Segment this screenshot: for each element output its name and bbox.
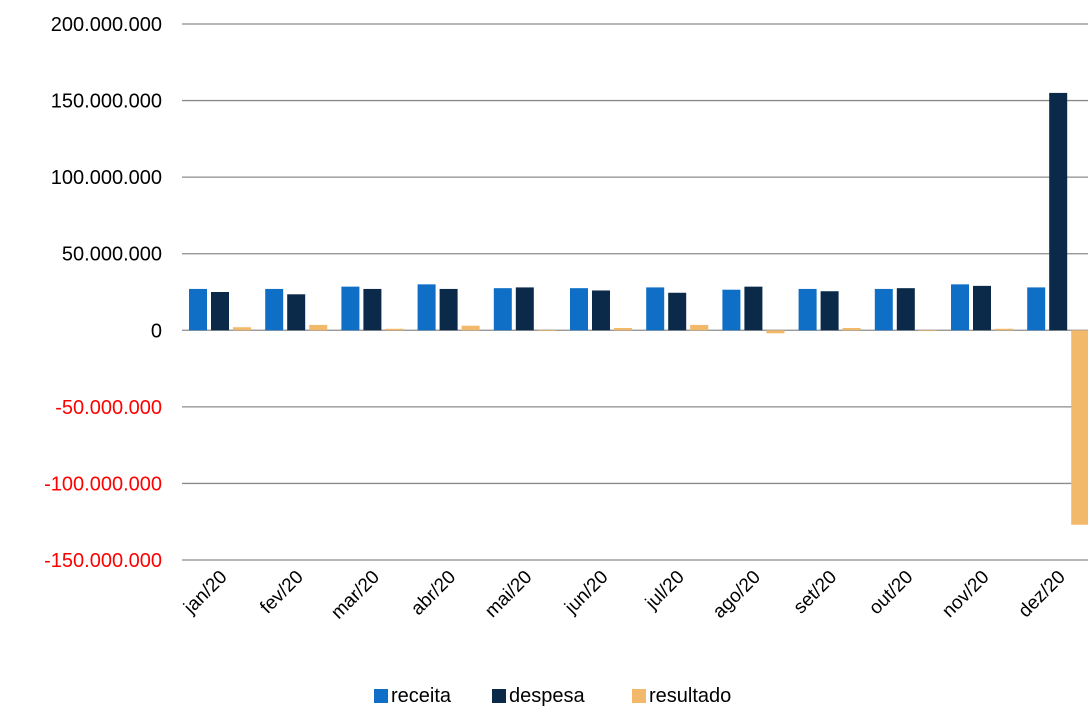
legend-swatch-receita [374, 689, 388, 703]
x-tick-label: out/20 [865, 567, 917, 619]
bar-resultado-ago-20 [766, 330, 785, 334]
bar-receita-mai-20 [493, 288, 512, 331]
y-tick-label: 50.000.000 [62, 244, 162, 266]
bar-despesa-nov-20 [973, 285, 991, 331]
x-tick-label: abr/20 [407, 567, 460, 620]
bar-despesa-jun-20 [592, 290, 610, 331]
x-tick-label: jun/20 [560, 567, 612, 619]
x-tick-label: ago/20 [709, 567, 765, 623]
x-tick-label: jan/20 [179, 567, 231, 619]
bar-resultado-jan-20 [233, 327, 251, 331]
legend-label-despesa: despesa [509, 685, 585, 707]
x-tick-label: dez/20 [1015, 567, 1070, 622]
bar-despesa-out-20 [896, 288, 915, 331]
y-axis-tick-labels: 200.000.000 150.000.000 100.000.000 50.000.… [44, 14, 162, 572]
gridlines [182, 23, 1088, 561]
y-tick-label: 150.000.000 [51, 91, 162, 113]
bar-receita-out-20 [874, 288, 893, 331]
bar-resultado-set-20 [842, 327, 861, 331]
bar-receita-mar-20 [341, 286, 360, 331]
bar-despesa-jan-20 [211, 292, 229, 331]
bar-resultado-mar-20 [385, 328, 404, 331]
bar-receita-dez-20 [1027, 287, 1046, 331]
bar-despesa-jul-20 [668, 292, 687, 331]
legend-label-resultado: resultado [649, 685, 731, 707]
bar-receita-jul-20 [646, 287, 665, 331]
bar-resultado-jul-20 [690, 324, 709, 331]
x-tick-label: fev/20 [256, 567, 307, 618]
bar-receita-ago-20 [722, 289, 741, 331]
x-axis-tick-labels: jan/20 fev/20 mar/20 abr/20 mai/20 jun/20 jul/… [179, 567, 1069, 624]
bar-despesa-abr-20 [439, 288, 458, 331]
bar-resultado-abr-20 [461, 325, 480, 331]
bar-receita-fev-20 [265, 288, 284, 331]
y-tick-label: 200.000.000 [51, 14, 162, 36]
x-tick-label: set/20 [790, 567, 841, 618]
bars [189, 92, 1088, 525]
y-tick-label: -100.000.000 [44, 473, 162, 495]
legend-swatch-despesa [492, 689, 506, 703]
y-tick-label: 0 [151, 320, 162, 342]
bar-resultado-mai-20 [537, 330, 556, 332]
bar-despesa-mar-20 [363, 288, 382, 331]
y-tick-label: -50.000.000 [55, 397, 162, 419]
bar-resultado-dez-20 [1071, 330, 1088, 525]
bar-receita-abr-20 [417, 284, 436, 331]
legend-label-receita: receita [391, 685, 452, 707]
y-tick-label: -150.000.000 [44, 550, 162, 572]
bar-resultado-out-20 [918, 330, 937, 332]
bar-despesa-ago-20 [744, 286, 763, 331]
bar-despesa-set-20 [820, 291, 839, 331]
legend: receita despesa resultado [374, 685, 731, 707]
bar-receita-jan-20 [189, 288, 207, 331]
bar-receita-nov-20 [951, 284, 969, 331]
bar-despesa-fev-20 [287, 294, 306, 331]
bar-receita-jun-20 [570, 288, 588, 331]
bar-resultado-jun-20 [614, 327, 632, 331]
x-tick-label: nov/20 [938, 567, 993, 622]
bar-despesa-mai-20 [515, 287, 534, 331]
bar-resultado-nov-20 [995, 328, 1013, 331]
y-tick-label: 100.000.000 [51, 167, 162, 189]
bar-receita-set-20 [798, 288, 817, 331]
legend-swatch-resultado [632, 689, 646, 703]
x-tick-label: mar/20 [327, 567, 384, 624]
bar-despesa-dez-20 [1049, 92, 1068, 331]
bar-resultado-fev-20 [309, 324, 328, 331]
x-tick-label: mai/20 [481, 567, 536, 622]
x-tick-label: jul/20 [641, 567, 689, 615]
